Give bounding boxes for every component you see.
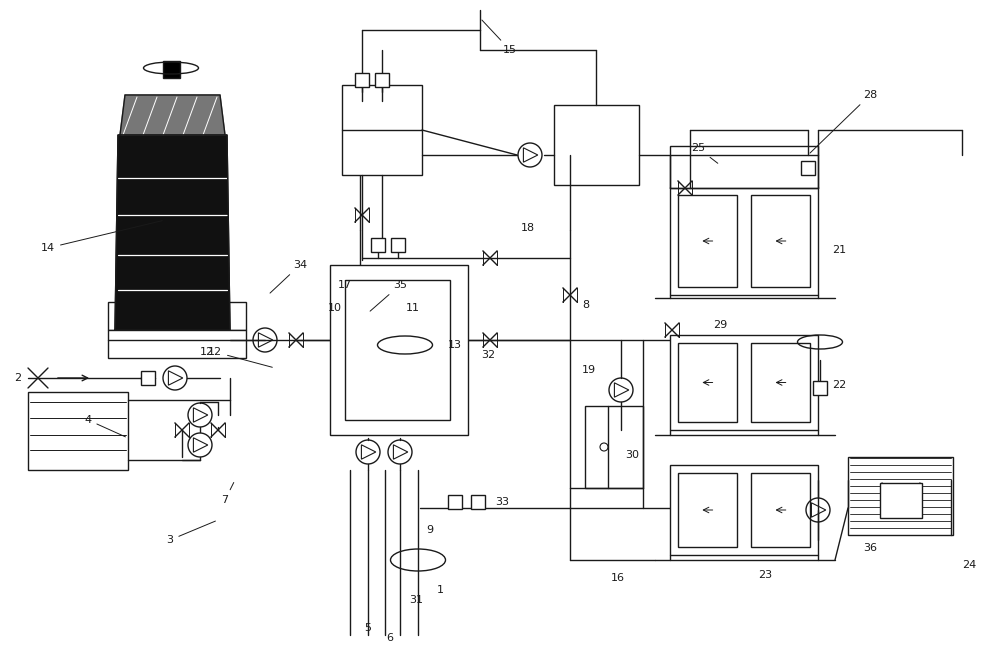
Text: 4: 4 bbox=[84, 415, 125, 437]
Bar bbox=[28, 392, 128, 470]
Bar bbox=[163, 61, 180, 78]
Text: 18: 18 bbox=[521, 223, 535, 233]
Bar bbox=[330, 265, 468, 435]
Text: 12: 12 bbox=[200, 347, 214, 357]
Bar bbox=[670, 335, 818, 430]
Bar bbox=[345, 280, 450, 420]
Bar bbox=[371, 238, 385, 252]
Text: 28: 28 bbox=[810, 90, 877, 153]
Text: 29: 29 bbox=[713, 320, 727, 330]
Bar bbox=[670, 146, 818, 188]
Bar bbox=[880, 483, 922, 518]
Text: 19: 19 bbox=[582, 365, 596, 375]
Bar bbox=[554, 105, 639, 185]
Bar bbox=[355, 73, 369, 87]
Bar bbox=[342, 85, 422, 175]
Bar bbox=[848, 457, 953, 535]
Bar bbox=[751, 343, 810, 422]
Text: 15: 15 bbox=[482, 20, 517, 55]
Bar bbox=[678, 343, 737, 422]
Text: 33: 33 bbox=[495, 497, 509, 507]
Bar bbox=[813, 381, 827, 395]
Bar bbox=[108, 330, 246, 358]
Text: 8: 8 bbox=[582, 300, 589, 310]
Text: 23: 23 bbox=[758, 570, 772, 580]
Bar bbox=[751, 195, 810, 287]
Text: 7: 7 bbox=[221, 483, 234, 505]
Text: 24: 24 bbox=[962, 560, 976, 570]
Text: 10: 10 bbox=[328, 303, 342, 313]
Bar bbox=[141, 371, 155, 385]
Bar bbox=[801, 161, 815, 175]
Bar bbox=[678, 473, 737, 547]
Text: 36: 36 bbox=[863, 543, 877, 553]
Text: 5: 5 bbox=[365, 623, 372, 633]
Text: 32: 32 bbox=[481, 350, 495, 360]
Text: 1: 1 bbox=[436, 585, 444, 595]
Bar bbox=[678, 195, 737, 287]
Text: 13: 13 bbox=[448, 340, 462, 350]
Bar bbox=[751, 473, 810, 547]
Bar bbox=[585, 406, 643, 488]
Text: 14: 14 bbox=[41, 221, 162, 253]
Text: 16: 16 bbox=[611, 573, 625, 583]
Bar bbox=[471, 495, 485, 509]
Text: 22: 22 bbox=[832, 380, 846, 390]
Text: 35: 35 bbox=[370, 280, 407, 311]
Text: 30: 30 bbox=[625, 450, 639, 460]
Text: 6: 6 bbox=[386, 633, 394, 643]
Bar bbox=[108, 302, 246, 330]
Text: 34: 34 bbox=[270, 260, 307, 293]
Text: 9: 9 bbox=[426, 525, 434, 535]
Polygon shape bbox=[120, 95, 225, 135]
Text: 12: 12 bbox=[208, 347, 272, 367]
Text: 3: 3 bbox=[167, 521, 215, 545]
Bar bbox=[670, 187, 818, 295]
Text: 21: 21 bbox=[832, 245, 846, 255]
Text: 31: 31 bbox=[409, 595, 423, 605]
Text: 2: 2 bbox=[14, 373, 21, 383]
Bar bbox=[375, 73, 389, 87]
Bar bbox=[448, 495, 462, 509]
Text: 17: 17 bbox=[338, 280, 352, 290]
Text: 11: 11 bbox=[406, 303, 420, 313]
Text: 25: 25 bbox=[691, 143, 718, 164]
Polygon shape bbox=[115, 135, 230, 330]
Bar bbox=[391, 238, 405, 252]
Bar bbox=[670, 465, 818, 555]
